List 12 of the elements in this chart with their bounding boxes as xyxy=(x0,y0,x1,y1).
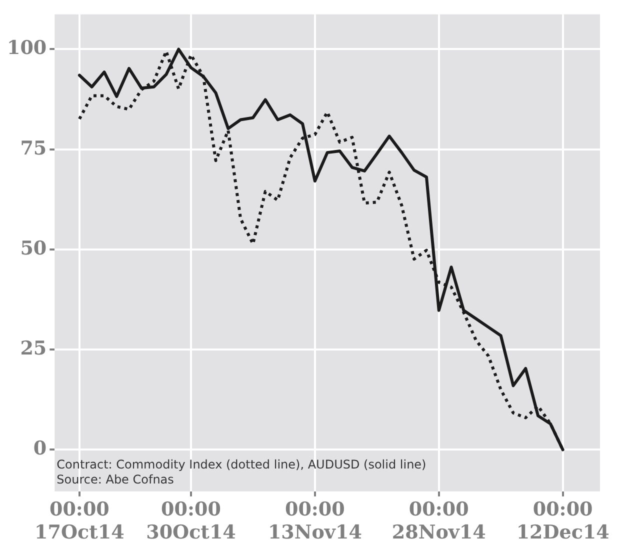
x-tick-label: 00:00 13Nov14 xyxy=(268,498,362,544)
y-tick-label: 0 xyxy=(33,438,47,460)
x-tick-label: 00:00 17Oct14 xyxy=(34,498,124,544)
x-tick-label: 00:00 30Oct14 xyxy=(146,498,236,544)
y-tick-label: 75 xyxy=(20,137,47,160)
y-tick-label: 100 xyxy=(6,37,47,60)
x-tick-label: 00:00 28Nov14 xyxy=(392,498,486,544)
annotation: Source: Abe Cofnas xyxy=(56,472,174,486)
x-tick-label: 00:00 12Dec14 xyxy=(516,498,610,544)
annotation: Contract: Commodity Index (dotted line), AUDUSD (solid line) xyxy=(56,457,426,472)
y-tick-label: 50 xyxy=(20,237,47,260)
y-tick-label: 25 xyxy=(20,338,47,360)
